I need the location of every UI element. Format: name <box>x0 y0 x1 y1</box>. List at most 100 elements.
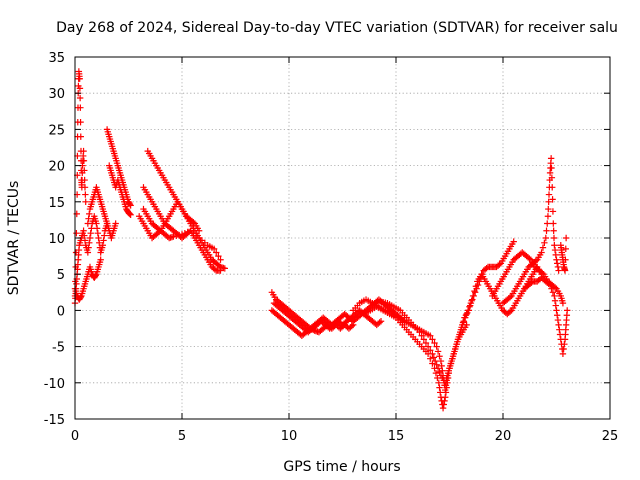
data-point <box>551 242 558 249</box>
data-point <box>437 389 444 396</box>
data-point <box>461 314 469 321</box>
data-series-trace-12 <box>270 299 385 336</box>
data-point <box>441 397 448 405</box>
data-point <box>548 164 555 172</box>
data-point <box>211 266 219 273</box>
data-point <box>217 256 224 263</box>
y-tick-label: -10 <box>44 377 65 392</box>
data-point <box>96 239 103 247</box>
y-tick-label: 20 <box>48 160 65 175</box>
data-point <box>562 245 569 253</box>
data-point <box>73 229 80 237</box>
data-point <box>549 196 556 203</box>
data-point <box>539 269 546 277</box>
data-point <box>86 234 94 242</box>
x-tick-label: 15 <box>388 429 405 444</box>
data-point <box>92 272 99 279</box>
data-point <box>433 343 440 350</box>
data-point <box>483 264 490 272</box>
data-point <box>506 308 514 315</box>
data-series-trace-19 <box>521 274 571 358</box>
data-series-trace-6 <box>106 162 134 219</box>
y-axis-label: SDTVAR / TECUs <box>6 181 22 296</box>
x-tick-label: 10 <box>281 429 298 444</box>
data-point <box>554 260 561 267</box>
data-point <box>432 357 439 365</box>
data-point <box>100 237 107 244</box>
data-point <box>77 118 84 126</box>
data-point <box>555 267 562 274</box>
y-tick-label: 25 <box>48 123 65 138</box>
data-point <box>554 263 562 271</box>
data-point <box>539 244 547 251</box>
data-point <box>544 213 552 220</box>
data-point <box>80 157 88 164</box>
data-point <box>101 232 108 239</box>
data-point <box>181 229 189 237</box>
data-point <box>443 374 450 382</box>
x-tick-label: 25 <box>602 429 619 444</box>
data-series-trace-20 <box>557 234 570 274</box>
data-point <box>81 167 88 174</box>
data-point <box>549 208 557 215</box>
data-point <box>210 245 218 253</box>
data-point <box>436 353 443 360</box>
data-point <box>418 332 425 339</box>
data-point <box>460 318 467 325</box>
y-tick-label: -5 <box>52 341 65 356</box>
data-point <box>215 252 222 260</box>
data-point <box>80 227 87 234</box>
data-series-trace-5 <box>103 126 134 209</box>
data-point <box>551 246 559 254</box>
data-point <box>175 231 183 239</box>
data-point <box>86 239 93 247</box>
data-point <box>80 147 87 155</box>
data-point <box>82 198 89 205</box>
data-point <box>439 404 447 412</box>
data-point <box>427 347 434 354</box>
data-point <box>377 318 385 325</box>
data-point <box>545 191 553 198</box>
data-point <box>431 339 438 347</box>
data-point <box>551 297 559 304</box>
data-point <box>420 336 428 343</box>
data-point <box>496 261 503 268</box>
data-point <box>528 279 535 286</box>
data-point <box>546 281 554 289</box>
data-point <box>554 312 561 319</box>
data-point <box>184 228 191 236</box>
data-point <box>541 239 548 247</box>
data-point <box>469 296 476 303</box>
data-point <box>217 267 224 274</box>
data-point <box>436 384 443 391</box>
data-point <box>474 281 482 289</box>
data-point <box>81 176 88 184</box>
data-point <box>552 302 559 309</box>
data-point <box>376 319 383 326</box>
data-point <box>453 340 460 348</box>
data-point <box>77 104 84 111</box>
data-point <box>544 220 551 227</box>
data-point <box>88 225 95 232</box>
data-point <box>76 85 84 92</box>
data-point <box>76 94 84 102</box>
data-point <box>466 303 473 310</box>
data-point <box>429 336 436 343</box>
data-point <box>556 326 563 333</box>
data-point <box>427 355 434 362</box>
data-point <box>550 220 557 227</box>
data-point <box>554 316 562 324</box>
data-point <box>213 249 220 256</box>
y-tick-label: 5 <box>57 268 65 283</box>
grid <box>75 57 610 419</box>
data-point <box>308 326 316 333</box>
data-point <box>510 238 517 245</box>
data-series-trace-2 <box>71 213 119 307</box>
data-point <box>436 368 443 376</box>
y-tick-label: 10 <box>48 232 65 247</box>
data-point <box>561 340 568 348</box>
data-series-trace-9 <box>140 184 224 274</box>
data-point <box>543 227 550 234</box>
data-point <box>127 211 134 219</box>
data-points <box>71 68 571 412</box>
